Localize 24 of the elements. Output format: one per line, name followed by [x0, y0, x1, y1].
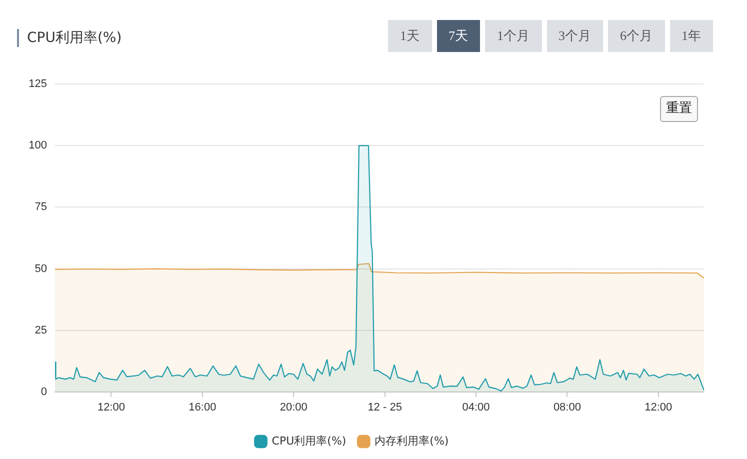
y-tick-label: 75: [34, 201, 47, 214]
x-tick-label: 12:00: [644, 402, 672, 414]
y-tick-label: 125: [28, 78, 47, 90]
y-tick-label: 50: [34, 262, 47, 275]
y-tick-label: 0: [40, 386, 47, 398]
x-tick-label: 04:00: [462, 402, 490, 414]
legend-label: 内存利用率(%): [374, 434, 449, 448]
time-range-button[interactable]: 6个月: [608, 20, 664, 52]
time-range-button[interactable]: 1天: [388, 20, 432, 52]
time-range-button[interactable]: 7天: [436, 20, 480, 52]
annotation: 重置: [666, 101, 692, 116]
time-range-button[interactable]: 1年: [670, 20, 713, 52]
reset-button[interactable]: 重置: [660, 96, 698, 122]
x-tick-label: 08:00: [553, 402, 581, 414]
x-tick-label: 20:00: [280, 402, 308, 414]
time-range-button[interactable]: 3个月: [546, 20, 603, 52]
y-tick-label: 25: [34, 324, 47, 336]
time-range-button[interactable]: 1个月: [485, 20, 542, 52]
y-tick-label: 100: [28, 140, 47, 152]
legend-label: CPU利用率(%): [272, 434, 346, 448]
x-tick-label: 16:00: [188, 402, 216, 414]
chart-title: CPU利用率(%): [27, 29, 122, 47]
x-tick-label: 12:00: [97, 402, 125, 414]
x-tick-label: 12 - 25: [368, 402, 402, 414]
